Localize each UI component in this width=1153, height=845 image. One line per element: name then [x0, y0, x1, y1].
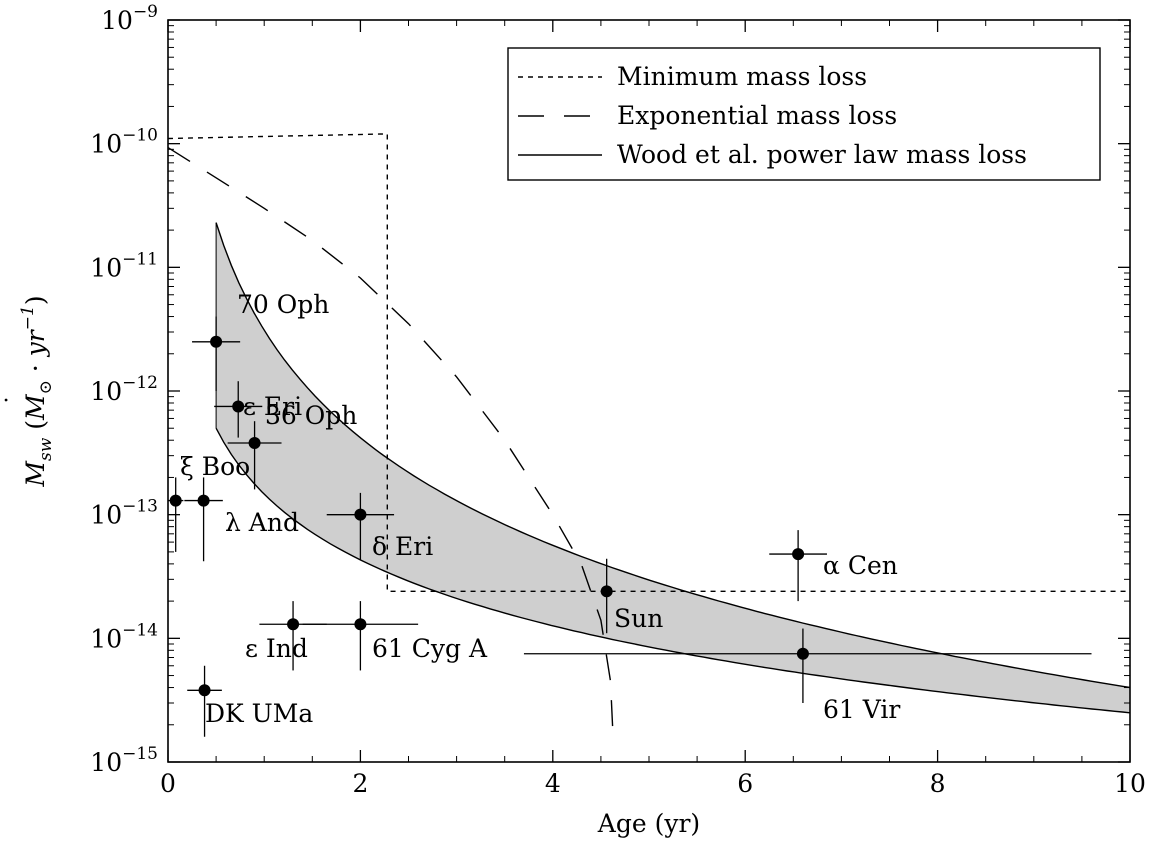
power-law-lower-curve — [215, 427, 1130, 714]
y-tick-labels: 10−15 10−14 10−13 10−12 10−11 10−10 10−9 — [90, 2, 158, 777]
star-label-70-oph: 70 Oph — [237, 290, 329, 319]
legend-label-exponential: Exponential mass loss — [617, 101, 897, 130]
y-tick-label: 10−15 — [90, 744, 158, 777]
x-axis-title: Age (yr) — [597, 809, 700, 838]
data-point-70-oph — [192, 316, 241, 391]
data-point-marker — [354, 618, 367, 631]
data-point-sun — [600, 558, 613, 634]
axis-ticks — [167, 19, 1131, 763]
model-curves — [168, 133, 1130, 744]
x-tick-labels: 0 2 4 6 8 10 — [160, 769, 1146, 798]
legend-box — [507, 47, 1101, 181]
data-point-marker — [354, 508, 367, 521]
y-axis-title: Msw (M⊙ · yr−1) — [18, 295, 56, 487]
data-point-61-vir — [523, 628, 1092, 703]
y-tick-label: 10−10 — [90, 126, 158, 159]
star-label-lambda-and: λ And — [225, 508, 299, 537]
x-tick-label: 0 — [160, 769, 176, 798]
legend-label-power-law: Wood et al. power law mass loss — [617, 140, 1027, 169]
data-point-marker — [600, 585, 613, 598]
data-point-marker — [198, 684, 211, 697]
data-point-marker — [169, 494, 182, 507]
star-label-xi-boo: ξ Boo — [180, 452, 250, 481]
star-label-61-vir: 61 Vir — [823, 695, 900, 724]
legend: Minimum mass loss Exponential mass loss … — [507, 47, 1101, 181]
data-point-marker — [792, 548, 805, 561]
data-point-epsilon-eri — [214, 381, 263, 438]
y-tick-label: 10−13 — [90, 497, 158, 530]
star-label-alpha-cen: α Cen — [823, 551, 898, 580]
data-point-marker — [287, 618, 300, 631]
data-point-marker — [248, 436, 261, 449]
x-tick-label: 4 — [545, 769, 561, 798]
y-tick-label: 10−11 — [90, 249, 158, 282]
data-point-lambda-and — [184, 477, 223, 562]
star-label-epsilon-eri: ε Eri — [243, 392, 302, 421]
y-tick-label: 10−12 — [90, 373, 158, 406]
x-tick-label: 8 — [930, 769, 946, 798]
star-label-36-oph: 36 Oph — [265, 401, 357, 430]
data-point-marker — [232, 400, 245, 413]
exponential-mass-loss-line — [168, 147, 615, 744]
data-point-dk-uma — [187, 665, 222, 737]
data-point-36-oph — [227, 421, 282, 490]
data-point-61-cyg-a — [302, 601, 419, 671]
data-points — [168, 316, 1092, 737]
power-law-band-fill — [216, 222, 1130, 713]
data-point-marker — [796, 647, 809, 660]
y-tick-label: 10−9 — [101, 2, 158, 35]
data-point-alpha-cen — [769, 530, 827, 602]
star-label-epsilon-ind: ε Ind — [245, 634, 308, 663]
legend-label-minimum: Minimum mass loss — [617, 62, 867, 91]
x-tick-label: 2 — [352, 769, 368, 798]
data-point-xi-boo — [168, 477, 184, 552]
data-point-marker — [210, 335, 223, 348]
data-point-marker — [197, 494, 210, 507]
data-point-delta-eri — [326, 492, 395, 560]
y-tick-label: 10−14 — [90, 620, 158, 653]
star-label-sun: Sun — [614, 604, 663, 633]
star-label-dk-uma: DK UMa — [205, 699, 313, 728]
star-label-61-cyg-a: 61 Cyg A — [372, 634, 488, 663]
power-law-band — [215, 222, 1130, 714]
power-law-upper-curve — [215, 222, 1130, 689]
y-axis-title-dot: ˙ — [1, 394, 30, 407]
x-tick-label: 6 — [737, 769, 753, 798]
star-label-delta-eri: δ Eri — [372, 532, 433, 561]
x-tick-label: 10 — [1114, 769, 1146, 798]
